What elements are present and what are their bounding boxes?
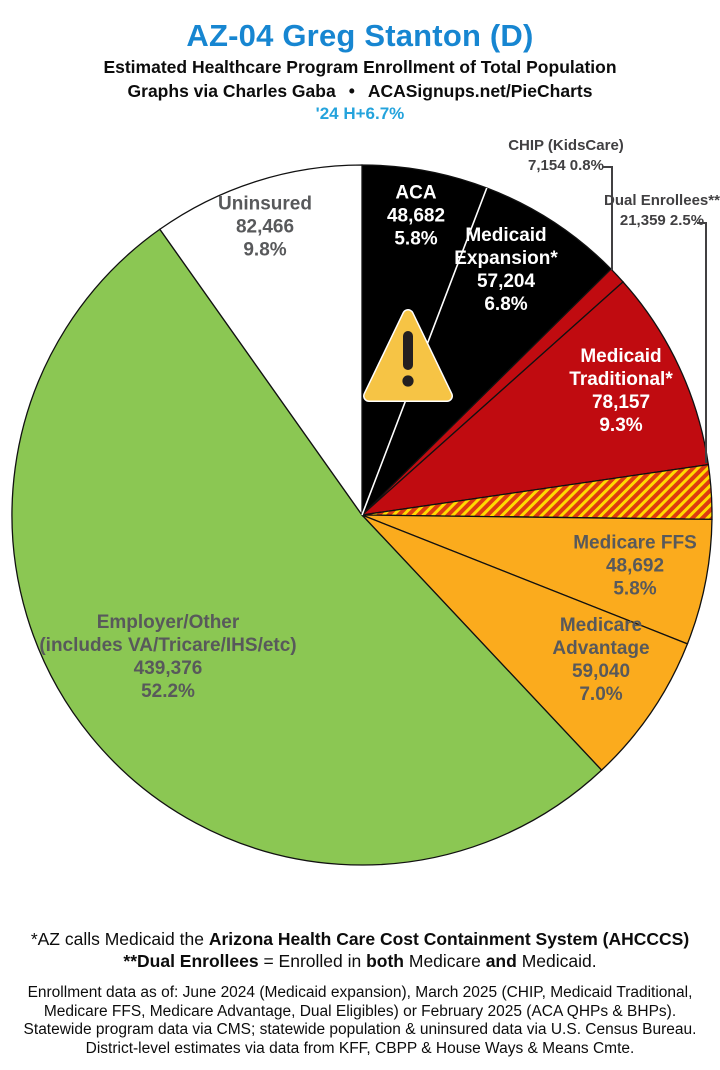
chart-subtitle: Estimated Healthcare Program Enrollment …	[103, 57, 617, 77]
footnote-dual-enrollees: **Dual Enrollees = Enrolled in both Medi…	[123, 951, 597, 971]
data-source-note: Enrollment data as of: June 2024 (Medica…	[0, 984, 720, 1058]
data-source-line: Medicare FFS, Medicare Advantage, Dual E…	[43, 1002, 677, 1020]
pie-slice-medicare-advantage	[361, 514, 689, 772]
site-link-text: ACASignups.net/PieCharts	[367, 81, 593, 101]
enrollment-change-label: '24 H+6.7%	[315, 104, 405, 123]
dual-enrollees-callout-line	[697, 222, 707, 463]
data-source-line: District-level estimates via data from K…	[85, 1039, 635, 1057]
slice-label-employer-other: Employer/Other (includes VA/Tricare/IHS/…	[39, 612, 297, 702]
pie-slice-uninsured	[158, 164, 363, 518]
slice-label-chip: CHIP (KidsCare) 7,154 0.8%	[508, 137, 624, 174]
slice-label-uninsured: Uninsured 82,466 9.8%	[218, 193, 312, 261]
chip-callout-line	[603, 166, 613, 270]
slice-label-aca: ACA 48,682 5.8%	[386, 182, 446, 250]
slice-label-medicaid-expansion: Medicaid Expansion* 57,204 6.8%	[454, 225, 558, 315]
pie-slice-medicare-ffs	[361, 514, 713, 645]
bullet-separator: •	[348, 81, 355, 101]
slice-label-medicaid-traditional: Medicaid Traditional* 78,157 9.3%	[569, 346, 673, 436]
slice-label-medicare-ffs: Medicare FFS 48,692 5.8%	[573, 532, 697, 600]
footnote-ahcccs: *AZ calls Medicaid the Arizona Health Ca…	[30, 929, 690, 949]
chart-credit-line: Graphs via Charles Gaba • ACASignups.net…	[0, 81, 720, 102]
data-source-line: Statewide program data via CMS; statewid…	[23, 1021, 697, 1038]
credit-text: Graphs via Charles Gaba	[127, 81, 336, 101]
page-title: AZ-04 Greg Stanton (D)	[186, 18, 534, 53]
slice-label-medicare-advantage: Medicare Advantage 59,040 7.0%	[552, 615, 650, 705]
warning-triangle-icon	[363, 309, 453, 402]
pie-slice-medicaid-expansion	[361, 187, 612, 516]
pie-chart	[11, 164, 713, 866]
pie-slice-employer-other	[11, 228, 603, 866]
data-source-line: Enrollment data as of: June 2024 (Medica…	[27, 984, 693, 1001]
slice-label-dual-enrollees: Dual Enrollees** 21,359 2.5%	[604, 192, 720, 229]
